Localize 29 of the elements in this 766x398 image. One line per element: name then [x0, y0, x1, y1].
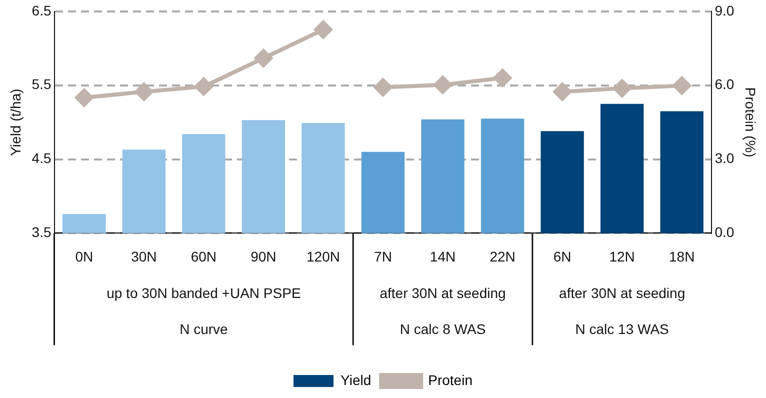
x-tick-label: 6N: [553, 248, 572, 264]
y-tick-label: 3.5: [32, 224, 52, 240]
y-tick-label: 6.5: [32, 2, 52, 18]
x-tick-label: 0N: [75, 248, 94, 264]
x-tick-label: 14N: [430, 248, 456, 264]
text: N curve: [180, 321, 228, 338]
y2-tick-label: 3.0: [714, 150, 734, 166]
x-tick-label: 60N: [190, 248, 217, 264]
x-tick-label: 12N: [609, 248, 635, 264]
y-tick-label: 4.5: [32, 150, 52, 166]
y-tick-label: 5.5: [32, 76, 52, 92]
x-tick-label: 18N: [669, 248, 695, 264]
text: N calc 13 WAS: [575, 321, 669, 338]
y2-tick-label: 0.0: [714, 224, 734, 240]
text: after 30N at seeding: [380, 285, 506, 302]
y2-tick-label: 6.0: [714, 76, 734, 92]
y2-axis-title: Protein (%): [742, 87, 759, 158]
x-tick-label: 7N: [374, 248, 392, 264]
x-tick-label: 90N: [250, 248, 276, 264]
x-tick-label: 22N: [490, 248, 516, 264]
x-tick-label: 30N: [131, 248, 157, 264]
text: after 30N at seeding: [559, 285, 686, 302]
text: up to 30N banded +UAN PSPE: [106, 285, 301, 302]
legend-label: Yield: [340, 372, 372, 388]
y-axis-title: Yield (t/ha): [7, 88, 24, 156]
text: N calc 8 WAS: [400, 321, 486, 338]
y2-tick-label: 9.0: [714, 2, 734, 18]
legend-label: Protein: [428, 372, 472, 388]
x-tick-label: 120N: [306, 248, 340, 264]
